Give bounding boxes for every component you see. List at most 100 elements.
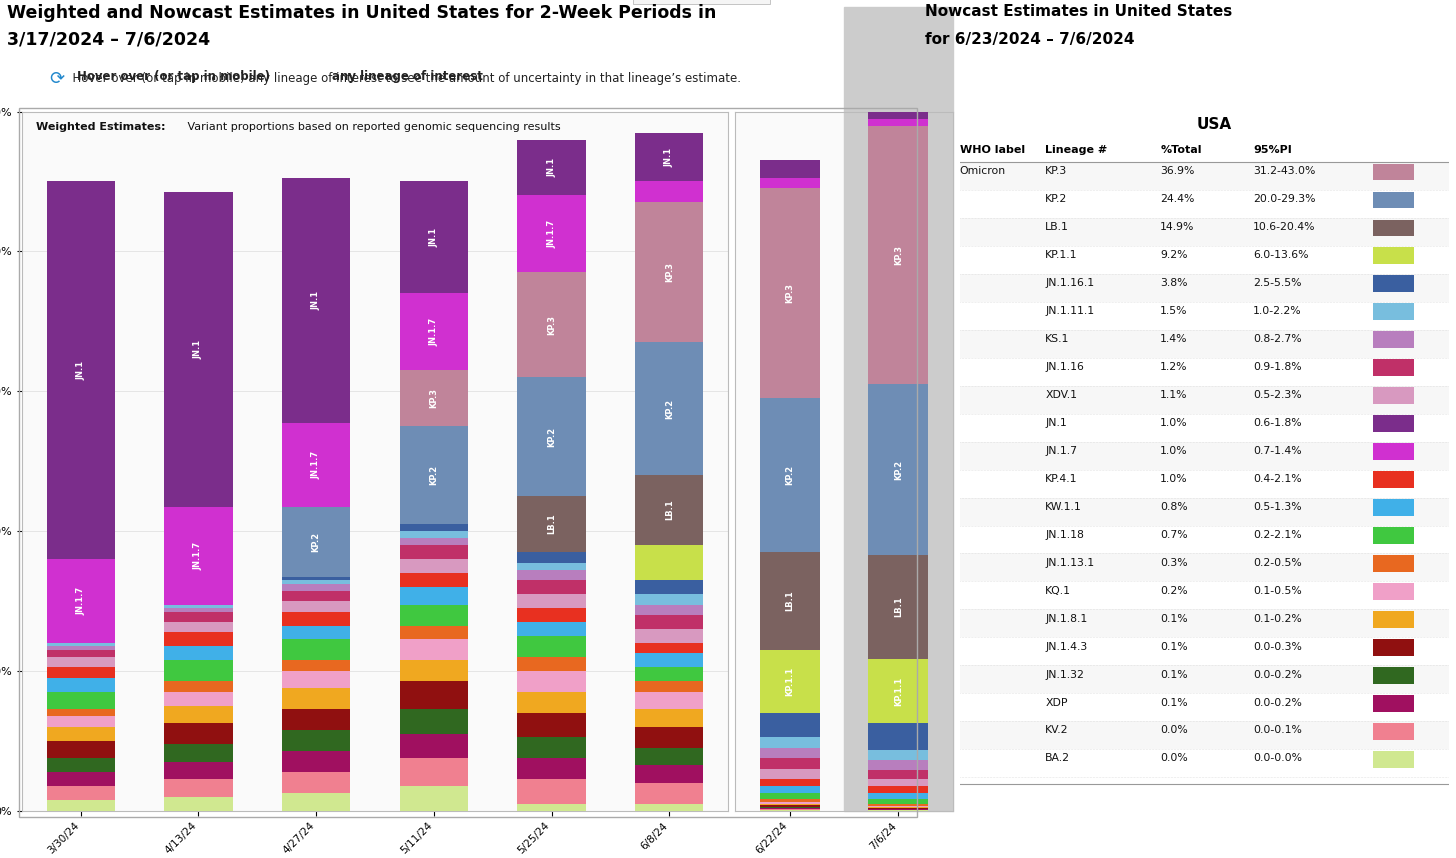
Text: for 6/23/2024 – 7/6/2024: for 6/23/2024 – 7/6/2024 [925,32,1134,46]
Bar [517,496,585,552]
Bar [517,737,585,758]
Text: Variant proportions based on reported genomic sequencing results: Variant proportions based on reported ge… [185,122,561,132]
Bar [760,786,820,794]
Bar [635,181,703,202]
Bar [1373,415,1414,432]
Bar [47,786,115,801]
Bar [165,681,233,692]
Bar [1373,583,1414,600]
Text: 0.1-0.5%: 0.1-0.5% [1254,586,1302,595]
Text: Nowcast Estimates in United States: Nowcast Estimates in United States [925,4,1232,19]
Bar [47,182,115,559]
Bar [165,605,233,608]
Bar [760,189,820,398]
Text: 0.9-1.8%: 0.9-1.8% [1254,362,1302,372]
Bar [868,384,927,555]
Text: JN.1.16.1: JN.1.16.1 [1045,278,1095,288]
Text: 0.6-1.8%: 0.6-1.8% [1254,418,1302,428]
Bar [400,786,467,811]
Bar [868,119,927,126]
Bar [1373,611,1414,628]
Bar [868,760,927,770]
Bar [47,643,115,646]
Bar [400,587,467,605]
Text: any lineage of interest: any lineage of interest [332,70,483,83]
Bar [517,758,585,779]
Bar [400,426,467,524]
Bar [400,625,467,639]
Bar [517,140,585,196]
Bar [960,665,1449,693]
Text: 1.0%: 1.0% [1160,474,1188,484]
Text: XDP: XDP [1045,698,1067,708]
Bar [760,713,820,737]
Bar [47,650,115,657]
Bar [517,671,585,692]
Bar [165,779,233,797]
Bar [635,132,703,182]
Bar [868,555,927,659]
Text: KP.2: KP.2 [785,465,794,486]
Text: KP.2: KP.2 [1045,194,1067,204]
Text: JN.1: JN.1 [665,148,674,166]
Bar [47,758,115,772]
Text: LB.1: LB.1 [547,514,556,535]
Text: LB.1: LB.1 [894,596,903,618]
Bar [282,577,351,580]
Bar [400,681,467,710]
Text: KV.2: KV.2 [1045,726,1069,735]
Bar [282,639,351,661]
Bar [282,506,351,577]
Bar [165,745,233,762]
Text: 95%PI: 95%PI [1254,145,1291,155]
Text: 0.2%: 0.2% [1160,586,1188,595]
Bar [165,762,233,779]
Bar [635,692,703,710]
Text: %Total: %Total [1160,145,1201,155]
Bar [635,643,703,654]
Text: Weighted and Nowcast Estimates in United States for 2-Week Periods in: Weighted and Nowcast Estimates in United… [7,4,716,22]
Bar [868,112,927,119]
Text: JN.1.32: JN.1.32 [1045,669,1085,680]
Text: USA: USA [1197,118,1232,132]
Text: JN.1.7: JN.1.7 [194,541,202,570]
Text: 0.8-2.7%: 0.8-2.7% [1254,334,1302,344]
Bar [400,371,467,426]
Bar [760,769,820,779]
Bar [760,804,820,805]
Text: Lineage #: Lineage # [1045,145,1108,155]
Bar [282,710,351,730]
Bar [760,650,820,713]
Text: 0.2-0.5%: 0.2-0.5% [1254,558,1302,568]
Bar [760,799,820,801]
Text: 1.0%: 1.0% [1160,418,1188,428]
Text: 1.2%: 1.2% [1160,362,1188,372]
Text: 9.2%: 9.2% [1160,250,1188,260]
Bar [47,801,115,811]
Bar [868,126,927,384]
Text: JN.1.16: JN.1.16 [1045,362,1085,372]
Bar [282,580,351,583]
Bar [47,716,115,727]
Bar [400,545,467,559]
Bar [282,772,351,794]
Text: KP.4.1: KP.4.1 [1045,474,1077,484]
Text: JN.1.7: JN.1.7 [312,450,320,479]
Text: 0.0-0.3%: 0.0-0.3% [1254,642,1302,651]
Bar [1373,723,1414,740]
Bar [960,162,1449,190]
Bar [868,806,927,807]
Text: KP.3: KP.3 [430,388,438,408]
Bar [960,498,1449,525]
Bar [1373,387,1414,404]
Bar [47,710,115,716]
Text: 20.0-29.3%: 20.0-29.3% [1254,194,1316,204]
Text: 0.5-1.3%: 0.5-1.3% [1254,502,1302,511]
Bar [760,808,820,809]
Text: JN.1.7: JN.1.7 [547,220,556,248]
Bar [635,765,703,782]
Bar [868,779,927,786]
Text: 0.1-0.2%: 0.1-0.2% [1254,613,1302,624]
Text: WHO label: WHO label [960,145,1025,155]
Bar [165,622,233,632]
